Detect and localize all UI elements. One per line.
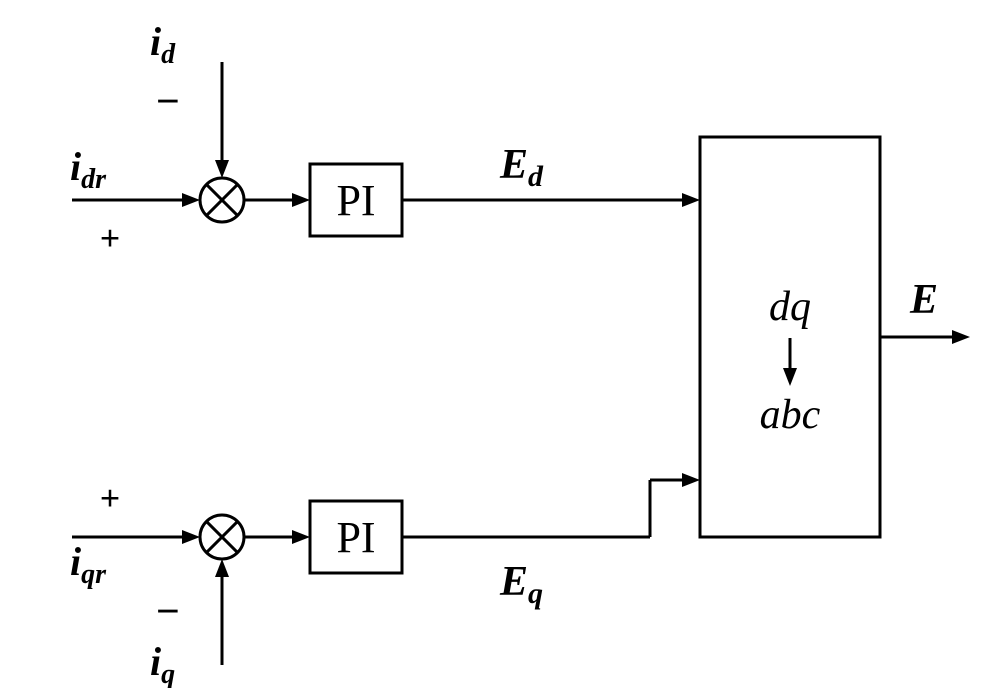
label-ed: Ed: [499, 142, 544, 193]
label-abc: abc: [760, 392, 821, 438]
sign-plus-top: +: [100, 218, 121, 258]
label-id: id: [150, 19, 176, 70]
control-block-diagram: PI PI dq abc: [0, 0, 1000, 688]
wire-iq-feedback: [215, 559, 229, 665]
sign-minus-top: −: [156, 79, 180, 125]
summer-bottom: [200, 515, 244, 559]
summer-top: [200, 178, 244, 222]
wire-iqr-input: [72, 530, 200, 544]
label-e: E: [909, 277, 938, 323]
wire-idr-input: [72, 193, 200, 207]
wire-sum-to-pi-top: [244, 193, 310, 207]
wire-eq: [402, 473, 700, 537]
wire-sum-to-pi-bottom: [244, 530, 310, 544]
label-pi-top: PI: [336, 176, 375, 225]
label-iqr: iqr: [70, 539, 107, 590]
label-dq: dq: [769, 284, 811, 330]
sign-plus-bottom: +: [100, 478, 121, 518]
wire-e-output: [880, 330, 970, 344]
sign-minus-bottom: −: [156, 589, 180, 635]
wire-ed: [402, 193, 700, 207]
label-eq: Eq: [499, 559, 543, 610]
label-idr: idr: [70, 144, 107, 195]
label-iq: iq: [150, 639, 175, 688]
block-dq-abc-transform: [700, 137, 880, 537]
label-pi-bottom: PI: [336, 513, 375, 562]
wire-id-feedback: [215, 62, 229, 178]
